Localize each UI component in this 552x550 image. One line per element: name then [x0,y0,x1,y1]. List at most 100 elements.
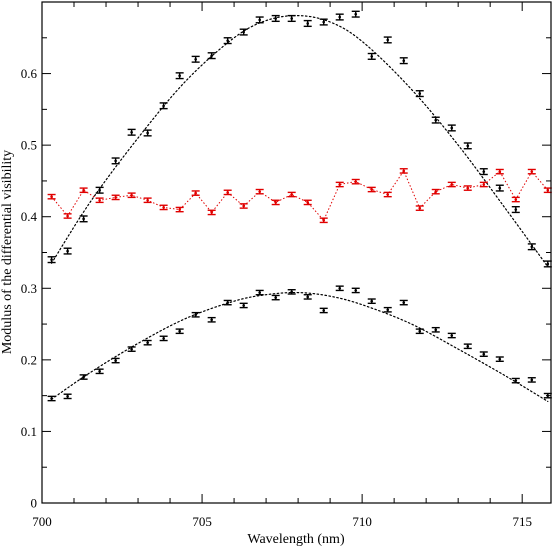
data-marker [530,378,534,382]
data-marker [450,334,454,337]
data-point [255,188,264,195]
data-point [255,289,264,296]
data-marker [386,38,390,42]
series-line-2 [51,169,549,222]
data-marker [242,30,245,34]
data-marker [274,17,277,20]
data-marker [370,188,374,191]
data-marker [514,208,518,211]
data-marker [450,183,454,186]
data-marker [386,193,390,196]
data-point [495,168,504,175]
data-marker [242,204,245,208]
series-3 [47,285,552,402]
data-marker [370,299,374,303]
data-point [415,205,424,211]
data-marker [418,206,422,210]
data-marker [242,304,245,307]
data-marker [338,183,342,186]
data-point [143,129,152,137]
data-point [159,335,168,342]
data-marker [258,190,261,193]
data-point [191,311,200,318]
data-marker [514,379,518,382]
data-point [415,328,424,335]
data-point [143,197,152,204]
data-point [271,294,280,301]
data-marker [210,318,213,322]
data-point [431,326,440,333]
data-point [223,189,232,196]
data-point [159,102,168,110]
data-point [351,10,360,18]
data-point [127,346,136,352]
data-marker [226,301,229,304]
data-point [207,316,216,323]
data-marker [546,188,550,192]
data-marker [418,92,422,95]
data-point [95,186,104,194]
data-point [463,343,472,350]
x-tick-label: 705 [192,514,212,529]
data-marker [466,186,470,190]
data-point [287,289,296,295]
data-marker [66,214,69,218]
data-marker [146,131,149,135]
data-point [191,190,200,196]
data-point [527,377,536,383]
data-marker [482,170,486,173]
data-marker [50,195,53,198]
fit-curve-3 [51,291,549,402]
data-marker [290,193,293,196]
data-point [159,204,168,211]
data-marker [162,104,165,108]
data-point [223,37,232,45]
data-point [511,205,520,214]
data-point [431,188,440,195]
data-marker [258,291,261,294]
data-marker [114,159,117,163]
data-point [95,368,104,375]
data-marker [50,397,53,400]
data-marker [466,344,470,348]
data-point [47,395,56,402]
data-point [191,55,200,63]
data-point [367,298,376,305]
data-marker [306,22,310,25]
data-marker [306,201,310,204]
axes: 700 705 710 715 0 0.1 0.2 0.3 0.4 0.5 0.6 [21,2,551,529]
data-point [511,377,520,384]
data-point [335,13,344,21]
data-point [319,18,328,26]
data-point [95,197,104,204]
data-point [367,186,376,193]
data-point [511,196,520,203]
data-marker [82,188,85,192]
data-marker [258,18,261,22]
y-tick-label: 0.5 [21,138,37,153]
data-point [479,181,488,188]
data-point [303,294,312,300]
data-marker [402,301,406,304]
data-marker [114,196,117,199]
x-tick-label: 715 [512,514,532,529]
data-point [239,302,248,309]
data-point [383,191,392,198]
data-point [207,209,216,216]
y-tick-label: 0.4 [21,209,38,224]
data-marker [194,57,197,61]
data-marker [434,118,438,122]
data-marker [322,20,326,24]
data-marker [130,347,133,351]
data-marker [450,126,454,130]
data-point [479,168,488,176]
data-marker [194,313,197,317]
data-marker [418,329,422,333]
data-point [111,357,120,364]
data-marker [482,183,486,186]
data-marker [338,15,342,19]
data-marker [434,328,438,332]
y-tick-label: 0.1 [21,424,37,439]
